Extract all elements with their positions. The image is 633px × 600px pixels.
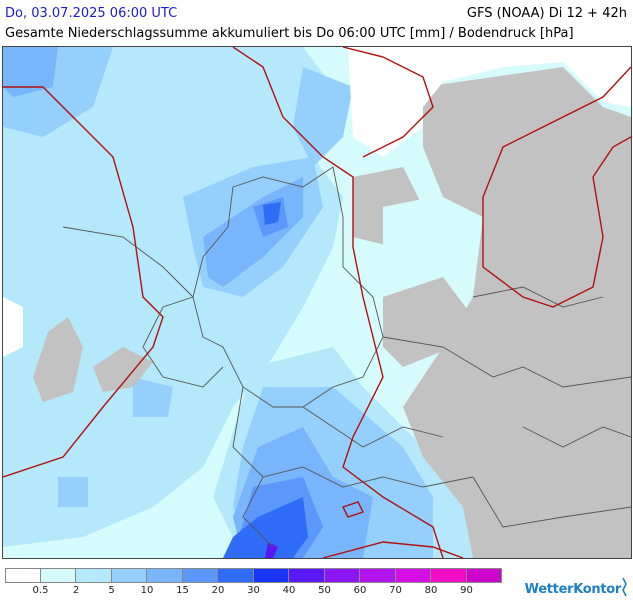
legend-swatch [147,568,183,583]
legend-tick: 60 [353,585,367,596]
sea-north [348,47,423,157]
precip-band-20-30 [263,202,281,225]
map-canvas [3,47,631,558]
legend-tick: 90 [460,585,473,596]
legend-swatch [76,568,112,583]
legend-tick: 70 [389,585,402,596]
legend-tick: 5 [108,585,115,596]
precip-band-5-10-west [133,377,173,417]
legend-tick: 10 [140,585,154,596]
legend-tick: 20 [211,585,225,596]
precipitation-map [2,46,632,559]
country-borders [62,166,631,548]
forecast-date: Do, 03.07.2025 06:00 UTC [5,6,178,21]
legend-tick: 40 [282,585,296,596]
legend-swatch [253,568,289,583]
legend-tick: 0.5 [32,585,49,596]
precip-band-10-15-nw [3,47,58,97]
legend-swatch [40,568,76,583]
legend-tick: 30 [247,585,260,596]
legend-swatch [395,568,431,583]
legend-tick: 2 [72,585,80,596]
legend-tick: 80 [424,585,438,596]
header: Do, 03.07.2025 06:00 UTC GFS (NOAA) Di 1… [0,0,633,46]
legend-swatch [466,568,502,583]
isobars [3,47,631,558]
no-data-area [33,317,83,402]
pressure-mark-icon [622,577,627,597]
precip-band-5-10-sw [58,477,88,507]
legend-ticks: 0.5 2 5 10 15 20 30 40 50 60 70 80 90 [5,585,500,599]
sea-channel [3,297,23,357]
color-legend [5,568,502,583]
sea-baltic [423,47,631,107]
precip-band-20-30-south [223,497,308,558]
no-data-area [93,347,153,392]
brand-logo[interactable]: WetterKontor [524,582,622,597]
legend-swatch [289,568,325,583]
legend-swatch [111,568,147,583]
legend-swatch [360,568,396,583]
legend-swatch [182,568,218,583]
legend-swatch [5,568,41,583]
precip-band-40-50 [265,542,278,558]
precip-band-0-5-east [383,197,443,287]
legend-tick: 15 [176,585,189,596]
legend-swatch [431,568,467,583]
legend-swatch [324,568,360,583]
map-subtitle: Gesamte Niederschlagssumme akkumuliert b… [5,26,574,41]
legend-tick: 50 [318,585,331,596]
no-data-east [403,67,631,558]
legend-swatch [218,568,254,583]
model-run: GFS (NOAA) Di 12 + 42h [466,6,627,21]
